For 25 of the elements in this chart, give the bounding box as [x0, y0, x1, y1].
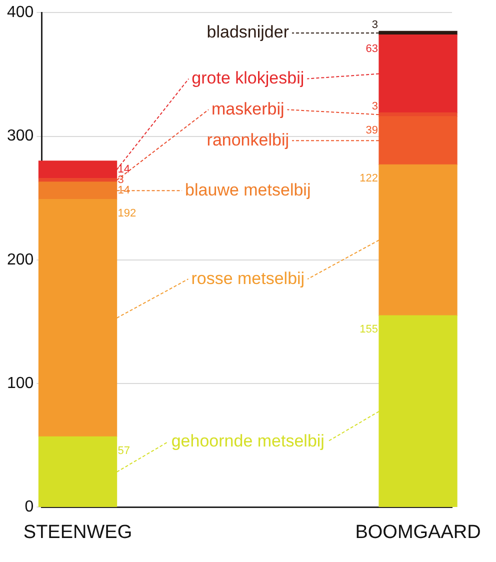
text: bladsnijder [206, 22, 290, 42]
text: maskerbij [212, 99, 284, 118]
data-label: 3 [118, 174, 124, 186]
y-tick-label: 0 [24, 498, 34, 516]
data-label: 57 [118, 444, 130, 457]
data-label: 192 [118, 207, 136, 220]
x-tick-label: BOOMGAARD [355, 522, 481, 543]
data-label: 63 [366, 42, 378, 55]
data-label: 39 [366, 124, 378, 136]
y-tick-label: 300 [6, 128, 34, 145]
data-label: 122 [360, 172, 378, 185]
y-tick-label: 100 [6, 374, 34, 392]
text: grote klokjesbij [192, 68, 304, 88]
data-label: 155 [360, 324, 378, 336]
legend-label: blauwe metselbij [185, 180, 311, 200]
x-tick-label: STEENWEG [23, 522, 132, 543]
data-label: 3 [372, 19, 378, 32]
y-tick-label: 200 [6, 251, 34, 268]
data-label: 14 [118, 184, 130, 197]
text: ranonkelbij [206, 130, 290, 150]
data-label: 3 [372, 100, 378, 113]
y-tick-label: 400 [6, 4, 34, 22]
text: gehoornde metselbij [171, 431, 324, 450]
data-label: 14 [118, 164, 130, 176]
text: rosse metselbij [191, 268, 305, 288]
